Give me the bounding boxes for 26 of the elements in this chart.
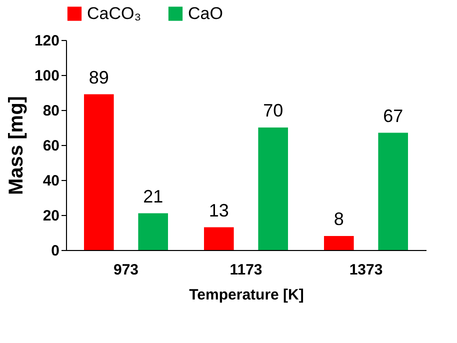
data-label: 21	[143, 186, 164, 206]
legend-label: CaCO₃	[87, 4, 142, 23]
bar	[138, 213, 168, 250]
bar	[84, 94, 114, 250]
x-tick-label: 973	[113, 262, 139, 278]
bar	[204, 227, 234, 250]
data-label: 8	[334, 209, 344, 229]
x-axis-title: Temperature [K]	[189, 286, 304, 304]
legend-label: CaO	[188, 4, 223, 23]
y-tick-label: 80	[42, 102, 60, 120]
data-label: 70	[263, 100, 284, 120]
data-label: 89	[88, 67, 109, 88]
y-tick-label: 0	[51, 242, 60, 260]
y-tick-label: 100	[34, 68, 60, 84]
bar	[378, 132, 408, 250]
y-tick-label: 40	[42, 172, 60, 190]
x-tick-label: 1173	[230, 262, 262, 278]
data-label: 67	[383, 106, 404, 126]
x-tick-label: 1373	[349, 262, 383, 278]
data-label: 13	[208, 200, 229, 220]
y-tick-label: 120	[34, 32, 60, 50]
y-tick-label: 20	[42, 208, 60, 224]
bar	[258, 128, 288, 250]
y-axis-title: Mass [mg]	[5, 96, 28, 195]
bar	[324, 236, 354, 250]
y-tick-label: 60	[42, 138, 60, 154]
